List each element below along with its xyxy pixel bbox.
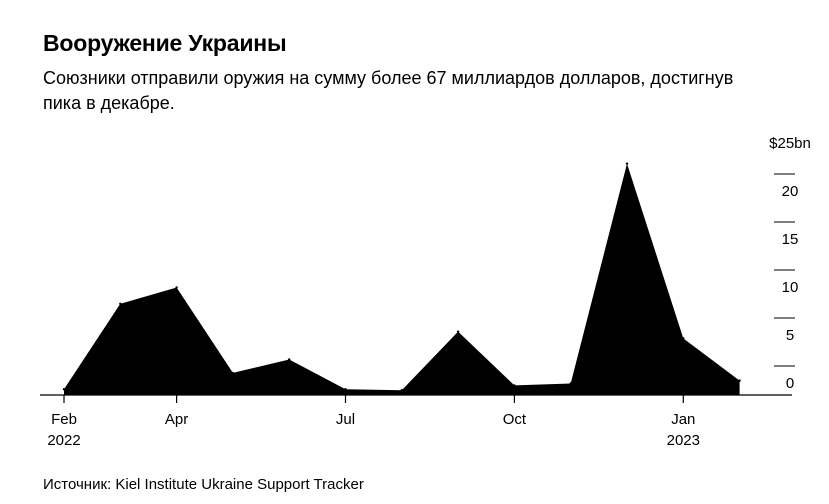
y-tick-label: 0 [786, 375, 794, 392]
y-tick-label: $25bn [769, 135, 811, 152]
data-point [682, 337, 685, 340]
data-point [231, 371, 235, 375]
source-note: Источник: Kiel Institute Ukraine Support… [43, 476, 364, 493]
x-tick-year-label: 2023 [667, 432, 700, 449]
x-tick-year-label: 2022 [47, 432, 80, 449]
y-tick-label: 10 [782, 279, 799, 296]
x-tick-label: Oct [503, 411, 527, 428]
y-tick-label: 20 [782, 183, 799, 200]
data-point [738, 379, 741, 382]
data-point [400, 389, 403, 392]
data-point [625, 162, 629, 165]
x-tick-label: Jul [336, 411, 355, 428]
area-series [64, 163, 740, 395]
data-point [175, 286, 178, 289]
data-point [119, 302, 122, 305]
data-point [456, 330, 460, 333]
data-point [344, 388, 347, 391]
y-tick-label: 5 [786, 327, 794, 344]
x-tick-label: Jan [671, 411, 695, 428]
data-point [288, 358, 291, 361]
data-point [62, 388, 66, 391]
chart-subtitle: Союзники отправили оружия на сумму более… [43, 68, 734, 113]
x-tick-label: Apr [165, 411, 188, 428]
y-tick-label: 15 [782, 231, 799, 248]
data-point [513, 384, 516, 387]
data-point [569, 382, 572, 385]
x-tick-label: Feb [51, 411, 77, 428]
chart-title: Вооружение Украины [43, 30, 287, 56]
